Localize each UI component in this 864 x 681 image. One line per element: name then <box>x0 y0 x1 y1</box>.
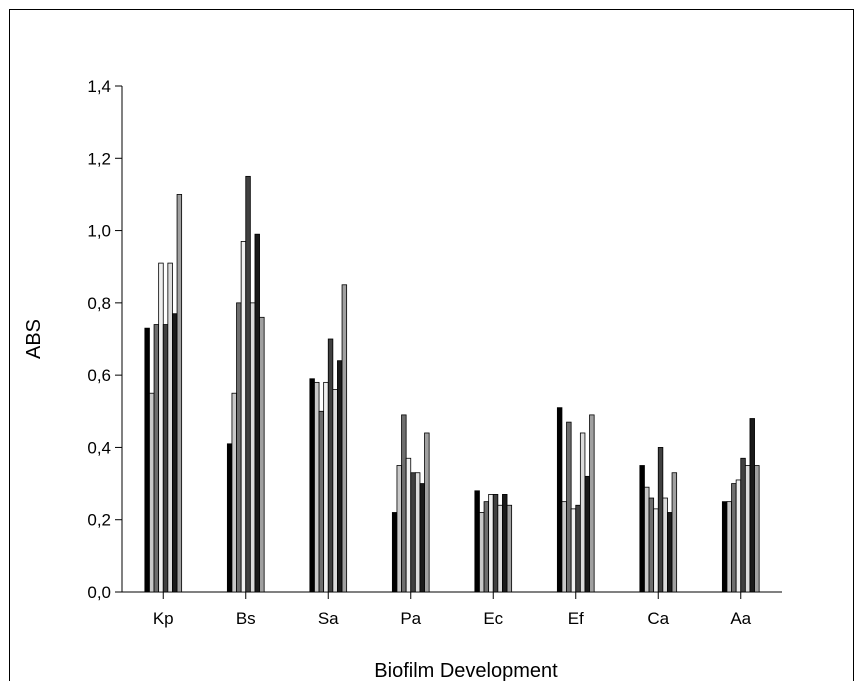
bar-group-ca <box>639 447 678 593</box>
bar <box>327 338 334 593</box>
bar <box>479 512 485 593</box>
y-tick-label: 0,4 <box>87 438 111 457</box>
y-tick-label: 0,0 <box>87 583 111 602</box>
bar-group-ef <box>556 407 595 593</box>
x-tick-label: Aa <box>730 609 751 628</box>
y-tick-label: 1,0 <box>87 222 111 241</box>
bar <box>575 504 581 593</box>
bar <box>153 324 160 593</box>
x-axis-label: Biofilm Development <box>374 660 558 681</box>
bar <box>231 392 237 593</box>
y-tick-label: 1,2 <box>87 149 111 168</box>
bar <box>323 381 329 593</box>
x-tick-label: Sa <box>318 609 339 628</box>
bar <box>419 483 425 593</box>
bar <box>667 512 673 593</box>
bar <box>492 494 499 593</box>
bar <box>254 233 260 593</box>
x-tick-label: Ca <box>647 609 669 628</box>
y-axis-label: ABS <box>23 319 45 359</box>
bar <box>502 494 508 593</box>
y-tick-label: 0,8 <box>87 294 111 313</box>
bar <box>566 421 572 593</box>
bar <box>149 392 155 593</box>
bar <box>162 324 169 593</box>
y-tick-label: 0,6 <box>87 366 111 385</box>
bar <box>744 465 751 593</box>
bar-group-pa <box>391 414 430 593</box>
bar <box>391 512 398 593</box>
bar <box>506 504 513 593</box>
bar <box>144 327 150 593</box>
x-tick-label: Ef <box>568 609 584 628</box>
bar <box>662 497 668 593</box>
bar <box>158 262 164 593</box>
y-tick-label: 1,4 <box>87 77 111 96</box>
y-tick-label: 0,2 <box>87 511 111 530</box>
bar <box>644 486 650 593</box>
bar <box>648 497 655 593</box>
bar <box>259 316 265 593</box>
bar-group-kp <box>144 194 183 593</box>
bar <box>249 302 256 593</box>
bar <box>754 465 760 593</box>
bar <box>332 389 338 593</box>
bar <box>740 457 746 593</box>
bar <box>589 414 595 593</box>
bar <box>561 501 567 593</box>
bar <box>309 378 315 593</box>
bar <box>731 483 737 593</box>
bar <box>726 501 732 593</box>
bar <box>424 432 430 593</box>
bar <box>337 360 343 593</box>
bar <box>226 443 233 593</box>
bar <box>414 472 421 593</box>
bar <box>236 302 242 593</box>
bar <box>167 262 173 593</box>
bar <box>341 284 348 593</box>
bar <box>401 414 407 593</box>
bar <box>474 490 480 593</box>
bar <box>396 465 402 593</box>
bar-group-bs <box>226 175 265 593</box>
bar <box>721 501 728 593</box>
bar <box>240 241 247 593</box>
bar <box>735 479 742 593</box>
bar <box>488 494 494 593</box>
bars-group <box>144 175 760 593</box>
bar <box>639 465 645 593</box>
bar <box>671 472 678 593</box>
bar <box>483 501 490 593</box>
bar <box>318 410 325 593</box>
bar-group-sa <box>309 284 348 593</box>
y-axis: 0,0 0,2 0,4 0,6 0,8 1,0 1,2 1,4 <box>87 77 123 602</box>
bar <box>556 407 563 593</box>
bar <box>176 194 183 593</box>
x-tick-label: Ec <box>483 609 503 628</box>
bar <box>410 472 416 593</box>
bar <box>584 475 590 593</box>
x-tick-label: Bs <box>236 609 256 628</box>
bar <box>405 457 412 593</box>
bar <box>653 508 659 593</box>
bar-group-aa <box>721 418 760 593</box>
bar <box>570 508 577 593</box>
bar <box>245 175 251 593</box>
x-tick-label: Kp <box>153 609 174 628</box>
bar <box>579 432 586 593</box>
bar <box>497 504 503 593</box>
x-tick-label: Pa <box>400 609 421 628</box>
bar <box>657 447 664 593</box>
bar-group-ec <box>474 490 513 593</box>
bar <box>314 381 320 593</box>
bar <box>749 418 755 593</box>
bar <box>172 313 178 593</box>
